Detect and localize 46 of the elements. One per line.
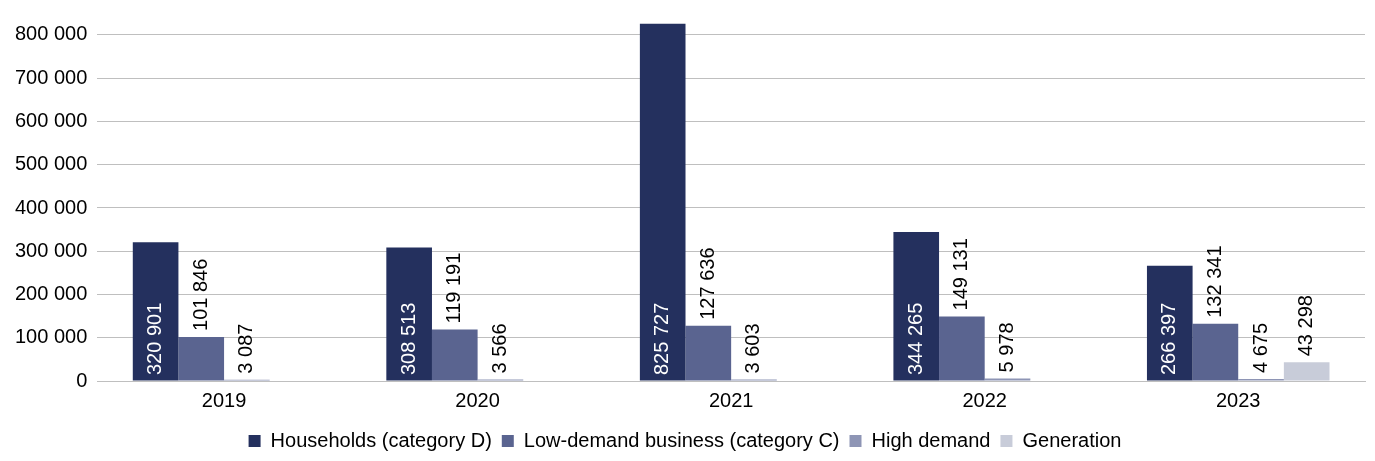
- y-tick-label: 800 000: [15, 22, 88, 45]
- data-label: 3 603: [741, 323, 764, 374]
- data-label: 320 901: [143, 302, 166, 375]
- y-tick-label: 300 000: [15, 238, 88, 261]
- data-label: 5 978: [995, 322, 1018, 373]
- data-label: 266 397: [1157, 302, 1180, 375]
- x-tick-label: 2022: [962, 388, 1007, 411]
- data-label: 149 131: [949, 238, 972, 311]
- y-tick-label: 0: [76, 368, 88, 391]
- data-label: 344 265: [903, 302, 926, 375]
- x-tick-label: 2021: [708, 388, 754, 411]
- legend-label: High demand: [871, 428, 991, 451]
- data-label: 132 341: [1202, 245, 1225, 318]
- bar: [1146, 265, 1193, 381]
- data-label: 127 636: [695, 247, 718, 320]
- legend-label: Households (category D): [270, 428, 492, 451]
- bar: [431, 329, 478, 381]
- bar: [132, 242, 179, 381]
- y-tick-label: 200 000: [15, 282, 88, 305]
- y-tick-label: 100 000: [15, 325, 88, 348]
- bar: [1192, 323, 1239, 381]
- bar: [178, 336, 225, 381]
- data-label: 825 727: [650, 302, 673, 375]
- data-label: 3 087: [234, 323, 257, 374]
- data-label: 101 846: [188, 258, 211, 331]
- legend-label: Generation: [1022, 428, 1122, 451]
- data-label: 308 513: [396, 302, 419, 375]
- bar: [893, 232, 940, 381]
- y-tick-label: 500 000: [15, 152, 88, 175]
- bar: [984, 378, 1031, 381]
- bar: [685, 325, 732, 381]
- bar: [939, 316, 985, 381]
- x-tick-label: 2019: [201, 388, 247, 411]
- y-tick-label: 700 000: [15, 65, 88, 88]
- x-tick-label: 2023: [1215, 388, 1261, 411]
- data-label: 3 566: [487, 323, 510, 374]
- x-tick-label: 2020: [455, 388, 500, 411]
- y-tick-label: 600 000: [15, 109, 88, 131]
- bar: [639, 23, 686, 381]
- data-label: 4 675: [1248, 322, 1271, 373]
- data-label: 43 298: [1294, 295, 1317, 357]
- y-tick-label: 400 000: [15, 195, 88, 218]
- bar: [386, 247, 432, 381]
- legend-label: Low-demand business (category C): [523, 428, 840, 451]
- bar: [1283, 362, 1330, 381]
- data-label: 119 191: [442, 252, 465, 324]
